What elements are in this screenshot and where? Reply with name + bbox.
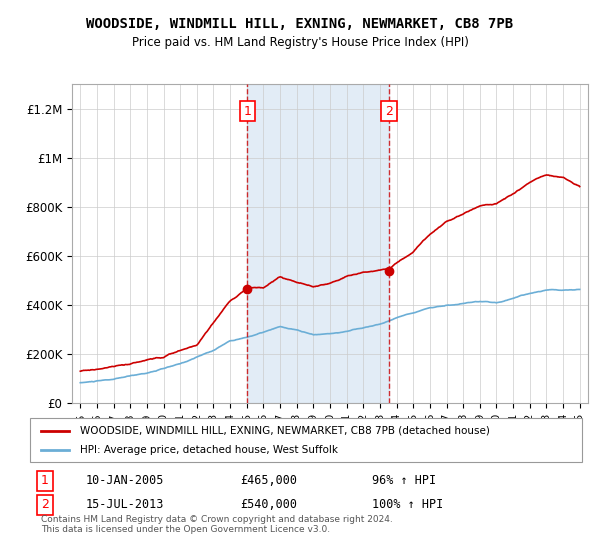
Text: £465,000: £465,000: [240, 474, 297, 487]
Text: WOODSIDE, WINDMILL HILL, EXNING, NEWMARKET, CB8 7PB (detached house): WOODSIDE, WINDMILL HILL, EXNING, NEWMARK…: [80, 426, 490, 436]
Text: 10-JAN-2005: 10-JAN-2005: [85, 474, 164, 487]
Text: 1: 1: [244, 105, 251, 118]
Text: 2: 2: [385, 105, 393, 118]
Bar: [247, 84, 389, 403]
Text: Price paid vs. HM Land Registry's House Price Index (HPI): Price paid vs. HM Land Registry's House …: [131, 36, 469, 49]
Text: £540,000: £540,000: [240, 498, 297, 511]
Text: 100% ↑ HPI: 100% ↑ HPI: [372, 498, 443, 511]
Text: 2: 2: [41, 498, 49, 511]
FancyBboxPatch shape: [30, 418, 582, 462]
Text: WOODSIDE, WINDMILL HILL, EXNING, NEWMARKET, CB8 7PB: WOODSIDE, WINDMILL HILL, EXNING, NEWMARK…: [86, 17, 514, 31]
Text: Contains HM Land Registry data © Crown copyright and database right 2024.
This d: Contains HM Land Registry data © Crown c…: [41, 515, 393, 534]
Text: HPI: Average price, detached house, West Suffolk: HPI: Average price, detached house, West…: [80, 445, 338, 455]
Text: 96% ↑ HPI: 96% ↑ HPI: [372, 474, 436, 487]
Text: 15-JUL-2013: 15-JUL-2013: [85, 498, 164, 511]
Text: 1: 1: [41, 474, 49, 487]
